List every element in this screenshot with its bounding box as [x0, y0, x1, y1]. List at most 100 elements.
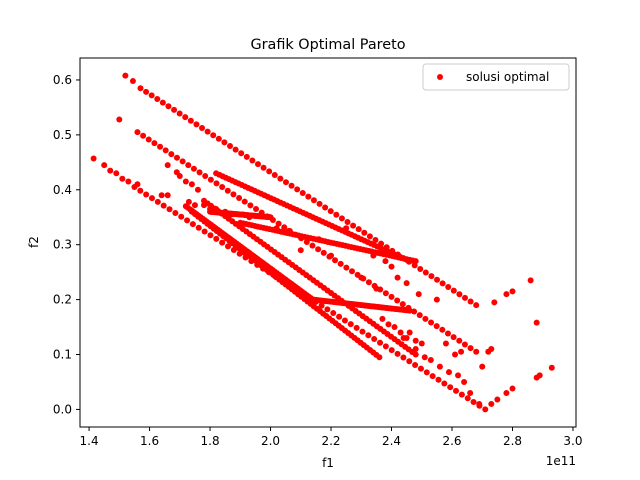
data-point [201, 228, 208, 235]
data-point [371, 336, 378, 343]
data-point [213, 180, 220, 187]
data-point [125, 178, 132, 185]
data-point [394, 350, 401, 357]
x-tick-label: 3.0 [563, 434, 582, 448]
data-point [445, 369, 452, 376]
data-point [450, 334, 457, 341]
data-point [341, 317, 348, 324]
data-point [417, 265, 424, 272]
data-point [232, 146, 239, 153]
data-point [377, 339, 384, 346]
data-point [158, 192, 165, 199]
data-points-layer [90, 72, 555, 413]
data-point [299, 190, 306, 197]
data-point [122, 72, 129, 79]
data-point [171, 106, 178, 113]
data-point [467, 389, 474, 396]
data-point [379, 315, 386, 322]
data-point [294, 186, 301, 193]
data-point [273, 225, 280, 232]
data-point [403, 280, 410, 287]
data-point [458, 391, 465, 398]
data-point [281, 224, 288, 231]
data-point [320, 249, 327, 256]
data-point [428, 273, 435, 280]
data-point [157, 143, 164, 150]
data-point [412, 258, 419, 265]
data-point [473, 348, 480, 355]
legend-entry-label: solusi optimal [466, 70, 549, 84]
data-point [282, 179, 289, 186]
data-point [137, 85, 144, 92]
data-point [333, 211, 340, 218]
data-point [427, 357, 434, 364]
data-point [428, 319, 435, 326]
data-point [176, 173, 183, 180]
data-point [422, 269, 429, 276]
data-point [421, 354, 428, 361]
data-point [215, 135, 222, 142]
data-point [347, 321, 354, 328]
data-point [315, 236, 322, 243]
data-point [154, 198, 161, 205]
data-point [182, 114, 189, 121]
data-point [467, 345, 474, 352]
data-point [164, 162, 171, 169]
x-tick-label: 1.4 [80, 434, 99, 448]
x-tick-label: 2.2 [321, 434, 340, 448]
data-point [322, 204, 329, 211]
data-point [394, 297, 401, 304]
data-point [315, 246, 322, 253]
data-point [336, 313, 343, 320]
data-point [400, 335, 407, 342]
data-point [442, 340, 449, 347]
data-point [433, 296, 440, 303]
data-point [330, 310, 337, 317]
data-point [196, 169, 203, 176]
data-point [238, 150, 245, 157]
data-point [452, 351, 459, 358]
x-axis-offset-label: 1e11 [546, 454, 576, 468]
data-point [453, 387, 460, 394]
data-point [476, 400, 483, 407]
data-point [343, 264, 350, 271]
data-point [316, 200, 323, 207]
data-point [536, 372, 543, 379]
data-point [241, 198, 248, 205]
data-point [165, 103, 172, 110]
data-point [145, 136, 152, 143]
y-tick-label: 0.2 [53, 293, 72, 307]
data-point [423, 369, 430, 376]
data-point [227, 143, 234, 150]
data-point [182, 178, 189, 185]
axes-frame [79, 57, 577, 428]
data-point [204, 128, 211, 135]
data-point [219, 239, 226, 246]
y-tick-label: 0.4 [53, 183, 72, 197]
y-tick-label: 0.0 [53, 402, 72, 416]
data-point [450, 287, 457, 294]
data-point [456, 337, 463, 344]
data-point [191, 202, 198, 209]
plot-area [79, 57, 577, 428]
data-point [441, 380, 448, 387]
data-point [90, 155, 97, 162]
data-point [464, 395, 471, 402]
data-point [439, 280, 446, 287]
data-point [159, 99, 166, 106]
data-point [243, 153, 250, 160]
data-point [461, 341, 468, 348]
data-point [277, 175, 284, 182]
data-point [444, 330, 451, 337]
data-point [509, 288, 516, 295]
legend-marker [437, 74, 443, 80]
data-point [151, 140, 158, 147]
data-point [189, 221, 196, 228]
data-point [361, 229, 368, 236]
data-point [491, 299, 498, 306]
data-point [332, 257, 339, 264]
y-tick-label: 0.1 [53, 348, 72, 362]
data-point [373, 285, 380, 292]
data-point [143, 88, 150, 95]
data-point [461, 378, 468, 385]
